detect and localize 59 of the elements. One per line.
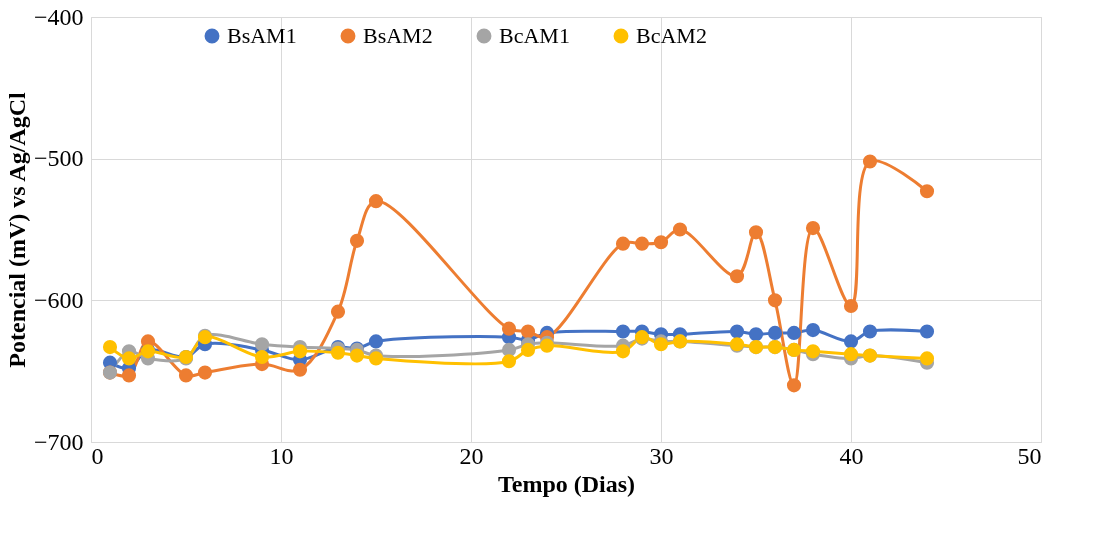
- y-axis-title: Potencial (mV) vs Ag/AgCl: [3, 92, 30, 368]
- x-tick-label: 20: [459, 442, 484, 469]
- point: [615, 236, 631, 251]
- y-tick-label: −500: [33, 145, 84, 172]
- point: [349, 233, 365, 248]
- point: [349, 348, 365, 363]
- point: [102, 340, 118, 355]
- x-tick-label: 40: [839, 442, 864, 469]
- point: [748, 327, 764, 342]
- point: [634, 236, 650, 251]
- y-tick-label: −700: [33, 428, 84, 455]
- point: [121, 351, 137, 366]
- point: [786, 378, 802, 393]
- point: [862, 324, 878, 339]
- point: [330, 345, 346, 360]
- point: [254, 349, 270, 365]
- legend-label: BsAM2: [363, 23, 433, 48]
- point: [672, 222, 688, 237]
- point: [292, 344, 308, 359]
- point: [729, 324, 745, 339]
- point: [368, 334, 384, 349]
- point: [292, 362, 308, 377]
- point: [919, 184, 935, 199]
- x-tick-label: 30: [649, 442, 674, 469]
- point: [520, 324, 536, 339]
- point: [919, 351, 935, 366]
- y-tick-label: −400: [33, 3, 84, 30]
- point: [254, 337, 270, 352]
- point: [501, 354, 517, 369]
- legend-label: BcAM1: [499, 23, 570, 48]
- point: [843, 347, 859, 362]
- point: [919, 324, 935, 339]
- point: [767, 325, 783, 340]
- x-axis-title: Tempo (Dias): [497, 470, 636, 497]
- point: [805, 221, 821, 236]
- point: [197, 365, 213, 380]
- x-tick-label: 10: [269, 442, 294, 469]
- point: [121, 368, 137, 383]
- point: [501, 321, 517, 336]
- point: [330, 304, 346, 319]
- point: [843, 334, 859, 349]
- x-tick-label: 50: [1017, 442, 1042, 469]
- point: [178, 368, 194, 383]
- point: [653, 235, 669, 250]
- point: [805, 323, 821, 338]
- point: [368, 194, 384, 209]
- point: [767, 293, 783, 308]
- x-tick-label: 0: [91, 442, 104, 469]
- legend-label: BsAM1: [227, 23, 297, 48]
- point: [520, 342, 536, 357]
- point: [748, 225, 764, 240]
- point: [862, 154, 878, 169]
- point: [843, 298, 859, 314]
- point: [615, 324, 631, 339]
- point: [786, 325, 802, 340]
- point: [729, 269, 745, 284]
- y-tick-label: −600: [33, 286, 84, 313]
- legend-label: BcAM2: [636, 23, 707, 48]
- point: [615, 344, 631, 359]
